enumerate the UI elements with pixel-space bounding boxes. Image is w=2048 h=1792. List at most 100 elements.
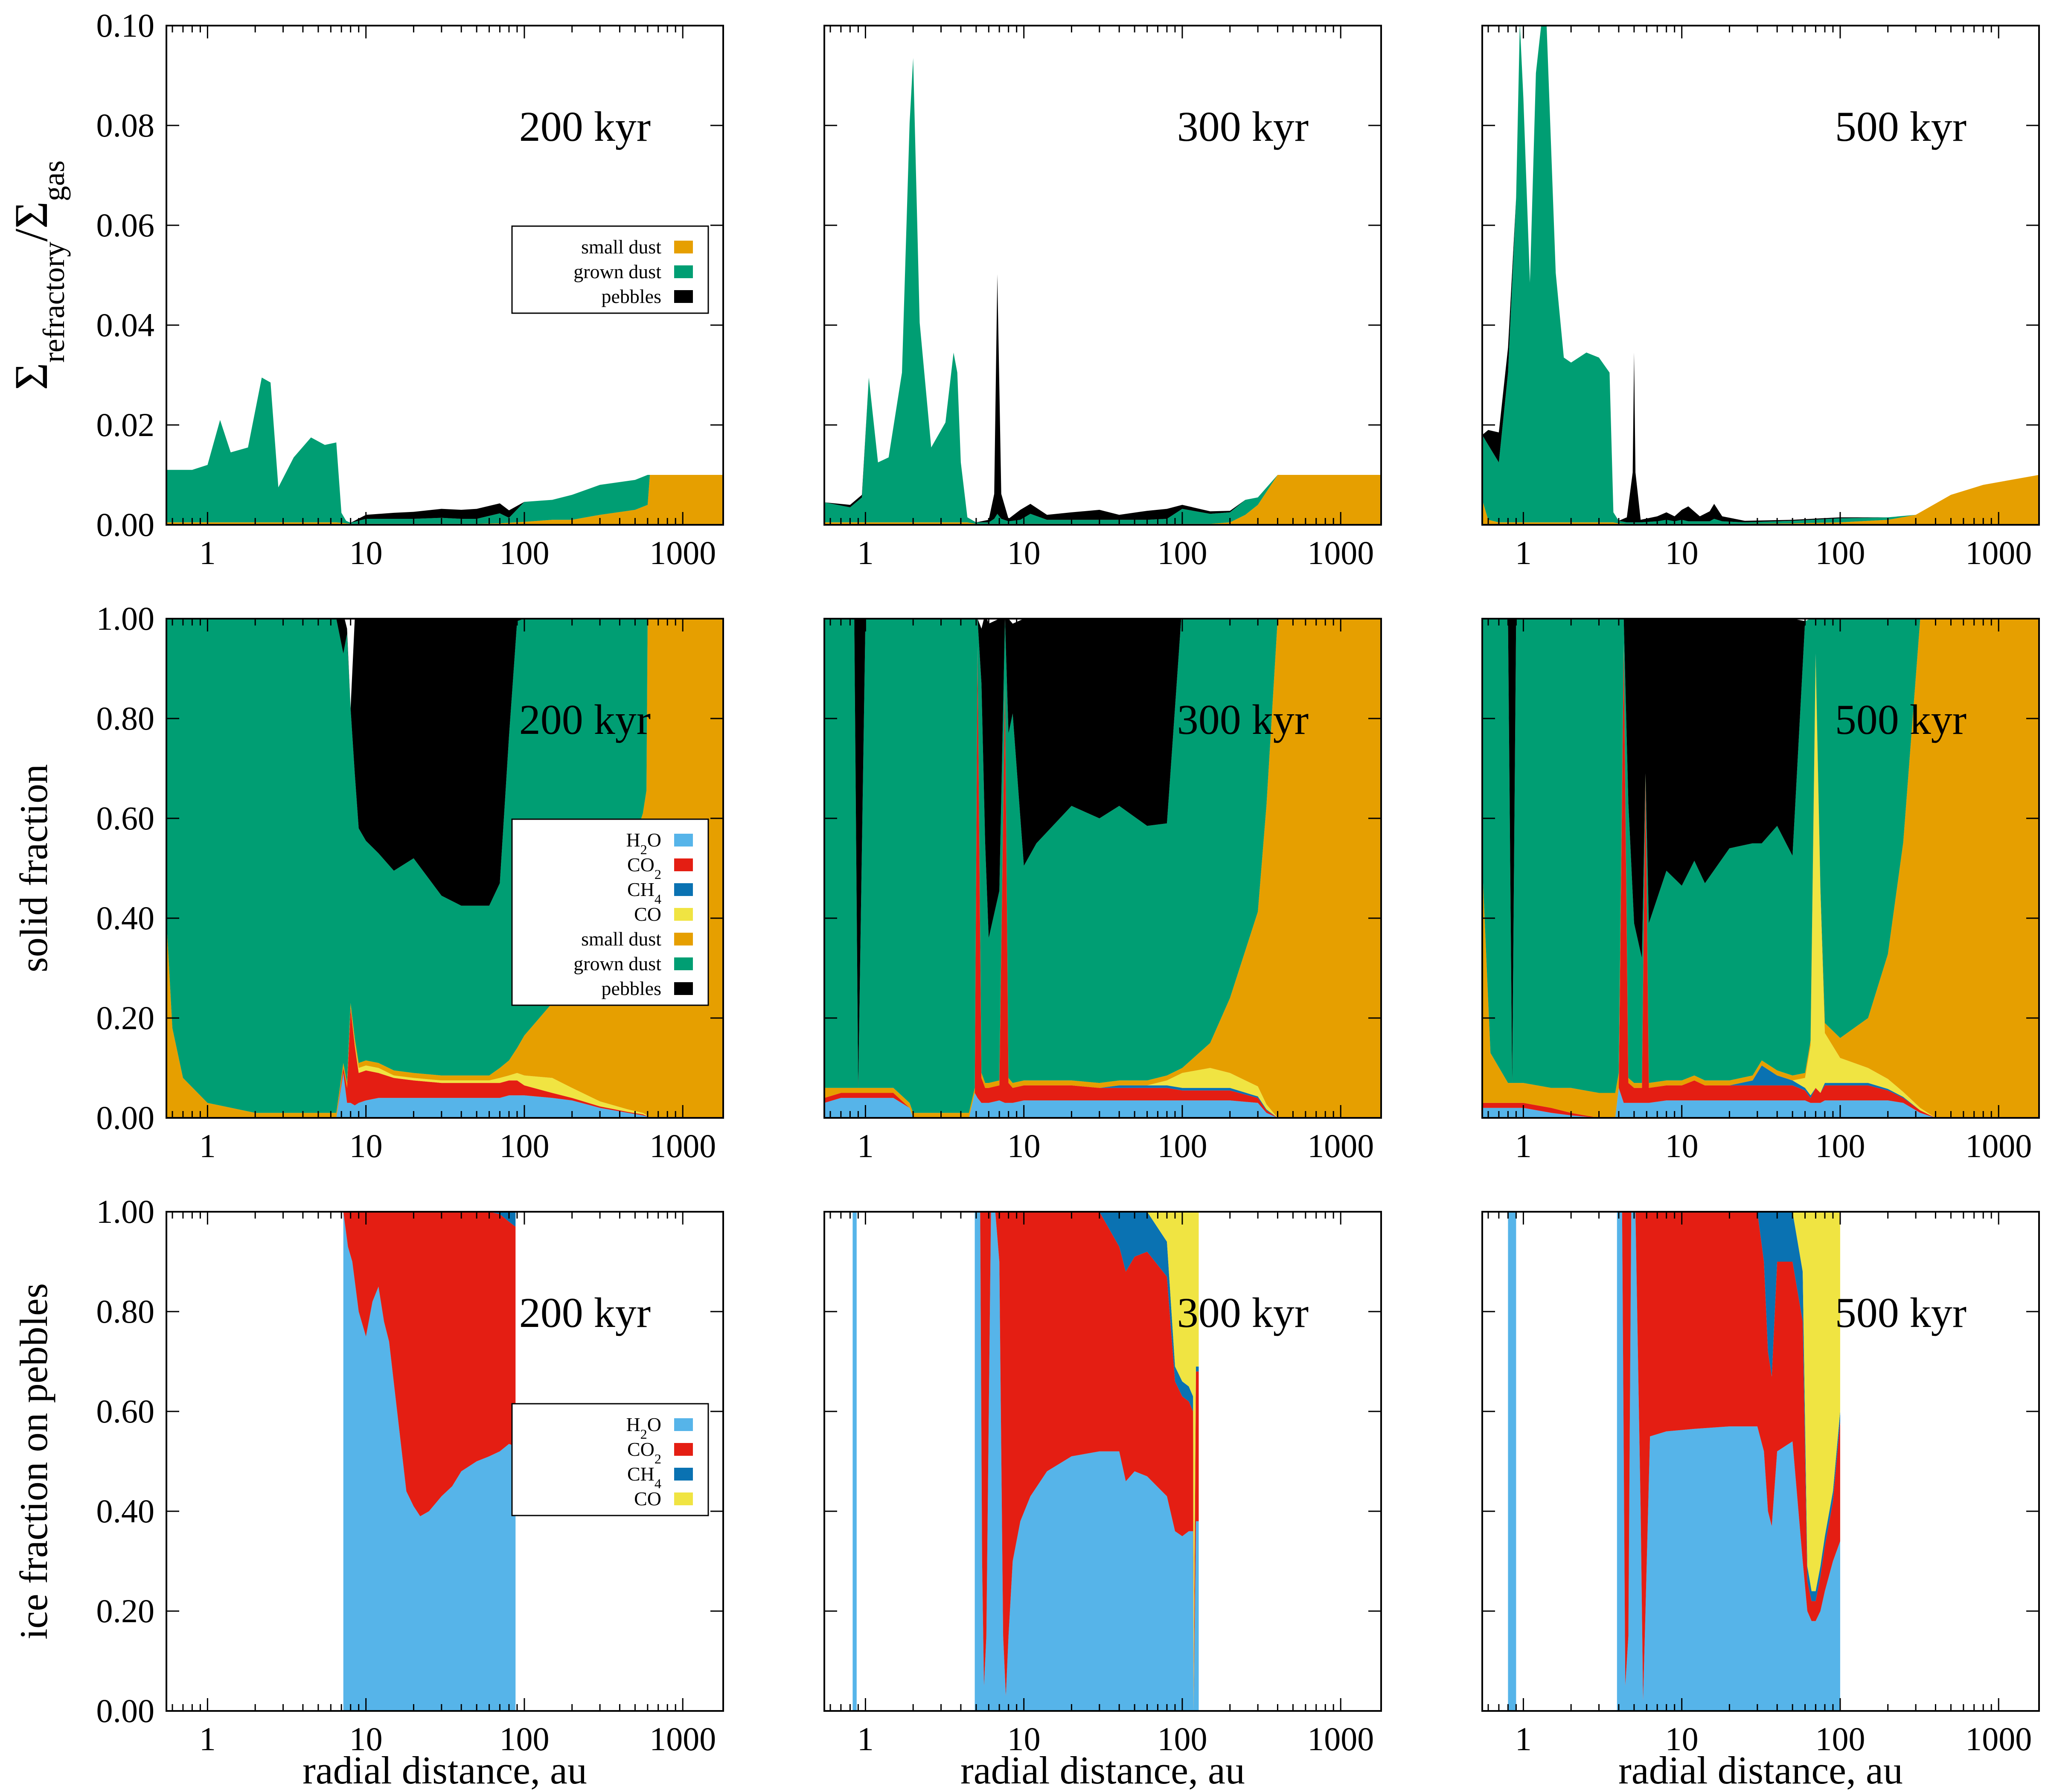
axes-frame-refractory-500-kyr <box>1481 25 2040 526</box>
panel-ice-200-kyr: 1 10 100 1000 0.00 0.20 0.40 0.60 0.80 1.00 200 ky… <box>12 1193 724 1792</box>
time-label-refractory-300-kyr: 300 kyr <box>1177 103 1309 150</box>
area-pebbles-solid-300-kyr <box>824 619 1381 1088</box>
legend-label-h2o: H2O <box>626 829 661 857</box>
x-tick-label: 1 <box>1515 534 1532 571</box>
x-tick-label: 100 <box>1815 1127 1865 1164</box>
area-h2o-ice-300-kyr <box>975 1212 1199 1711</box>
x-tick-label: 1 <box>857 1127 874 1164</box>
y-tick-label: 0.40 <box>96 899 155 937</box>
time-label-ice-300-kyr: 300 kyr <box>1177 1289 1309 1336</box>
y-tick-label: 0.00 <box>96 1099 155 1136</box>
y-tick-label: 0.60 <box>96 800 155 837</box>
time-label-ice-200-kyr: 200 kyr <box>519 1289 651 1336</box>
x-axis-title-ice-300-kyr: radial distance, au <box>960 1748 1245 1792</box>
x-tick-label: 10 <box>349 1127 383 1164</box>
x-tick-label: 1 <box>199 1127 216 1164</box>
area-grown-dust-solid-200-kyr <box>166 619 723 1113</box>
area-co2-ice-500-kyr <box>1617 1212 1840 1701</box>
legend-label-h2o: H2O <box>626 1414 661 1442</box>
x-tick-label: 1 <box>199 534 216 571</box>
panel-ice-500-kyr: 1 10 100 1000 500 kyr radial distance, au <box>1481 1211 2040 1792</box>
x-tick-label: 1000 <box>1307 534 1374 571</box>
x-tick-label: 1000 <box>1965 1720 2032 1757</box>
legend-swatch-co2 <box>674 858 693 871</box>
area-co-ice-500-kyr <box>1617 1212 1840 1591</box>
x-tick-label: 1000 <box>1965 1127 2032 1164</box>
x-tick-label: 10 <box>1007 1127 1041 1164</box>
area-small-dust-solid-500-kyr <box>1482 619 2039 1118</box>
x-tick-label: 1000 <box>649 534 716 571</box>
legend-swatch-pebbles <box>674 290 693 303</box>
legend-swatch-grown-dust <box>674 957 693 970</box>
plot-area-ice-500-kyr <box>1508 1212 1840 1711</box>
legend-swatch-h2o <box>674 834 693 847</box>
area-grown-dust-refractory-200-kyr <box>166 377 723 524</box>
x-tick-label: 100 <box>1815 1720 1865 1757</box>
y-tick-label: 0.80 <box>96 700 155 737</box>
panel-refractory-300-kyr: 1 10 100 1000 300 kyr <box>823 25 1382 571</box>
legend-label-grown-dust: grown dust <box>573 261 661 282</box>
x-tick-label: 1000 <box>649 1127 716 1164</box>
y-tick-label: 0.10 <box>96 7 155 44</box>
y-tick-label: 0.08 <box>96 107 155 144</box>
x-tick-label: 10 <box>1007 534 1041 571</box>
area-co2-solid-200-kyr <box>166 1008 723 1118</box>
y-axis-title-solid: solid fraction <box>12 764 55 972</box>
legend-label-ch4: CH4 <box>627 879 661 907</box>
area-pebbles-solid-200-kyr <box>166 619 723 906</box>
y-tick-label: 0.80 <box>96 1293 155 1330</box>
x-tick-label: 1 <box>1515 1720 1532 1757</box>
legend-swatch-co <box>674 908 693 921</box>
legend-swatch-co <box>674 1492 693 1505</box>
area-h2o-solid-500-kyr <box>1482 1088 2039 1118</box>
x-tick-label: 100 <box>499 534 549 571</box>
time-label-solid-500-kyr: 500 kyr <box>1835 696 1967 743</box>
area-pebbles-solid-500-kyr <box>1482 619 2039 1083</box>
legend-label-co: CO <box>634 903 661 925</box>
area-h2o-ice-200-kyr <box>343 1212 516 1711</box>
axes-frame-solid-500-kyr <box>1481 618 2040 1119</box>
legend-swatch-h2o <box>674 1418 693 1431</box>
area-h2o-ice-500-kyr <box>1617 1212 1840 1711</box>
area-co2-ice-200-kyr <box>343 1212 516 1516</box>
legend-label-co: CO <box>634 1488 661 1510</box>
legend-swatch-small-dust <box>674 933 693 945</box>
x-tick-label: 1000 <box>649 1720 716 1757</box>
x-tick-label: 1 <box>857 534 874 571</box>
time-label-ice-500-kyr: 500 kyr <box>1835 1289 1967 1336</box>
x-tick-label: 10 <box>349 534 383 571</box>
legend-label-small-dust: small dust <box>581 928 661 950</box>
axes-frame-refractory-200-kyr <box>166 25 724 526</box>
legend-swatch-co2 <box>674 1443 693 1456</box>
y-tick-label: 0.04 <box>96 306 155 343</box>
y-tick-label: 0.20 <box>96 1592 155 1629</box>
x-tick-label: 10 <box>1665 534 1699 571</box>
x-tick-label: 10 <box>1665 1720 1699 1757</box>
y-tick-label: 1.00 <box>96 1193 155 1230</box>
x-tick-label: 100 <box>499 1720 549 1757</box>
x-tick-label: 100 <box>1157 534 1207 571</box>
y-tick-label: 1.00 <box>96 600 155 637</box>
legend-swatch-ch4 <box>674 1468 693 1481</box>
area-grown-dust-solid-500-kyr <box>1482 619 2039 1093</box>
x-tick-label: 100 <box>1157 1127 1207 1164</box>
panel-solid-300-kyr: 1 10 100 1000 300 kyr <box>823 618 1382 1164</box>
area-small-dust-solid-300-kyr <box>824 619 1381 1118</box>
axes-frame-ice-300-kyr <box>823 1211 1382 1712</box>
legend-swatch-ch4 <box>674 883 693 896</box>
y-tick-label: 0.06 <box>96 207 155 244</box>
time-label-solid-300-kyr: 300 kyr <box>1177 696 1309 743</box>
plot-area-ice-200-kyr <box>343 1212 516 1711</box>
legend-label-pebbles: pebbles <box>601 977 661 999</box>
area-h2o-ice-300-kyr <box>852 1212 857 1711</box>
x-tick-label: 1 <box>1515 1127 1532 1164</box>
legend-swatch-small-dust <box>674 241 693 253</box>
axes-frame-solid-200-kyr <box>166 618 724 1119</box>
area-h2o-solid-200-kyr <box>166 1073 723 1118</box>
y-tick-label: 0.60 <box>96 1393 155 1430</box>
area-ch4-ice-200-kyr <box>343 1212 516 1227</box>
legend-label-pebbles: pebbles <box>601 285 661 307</box>
